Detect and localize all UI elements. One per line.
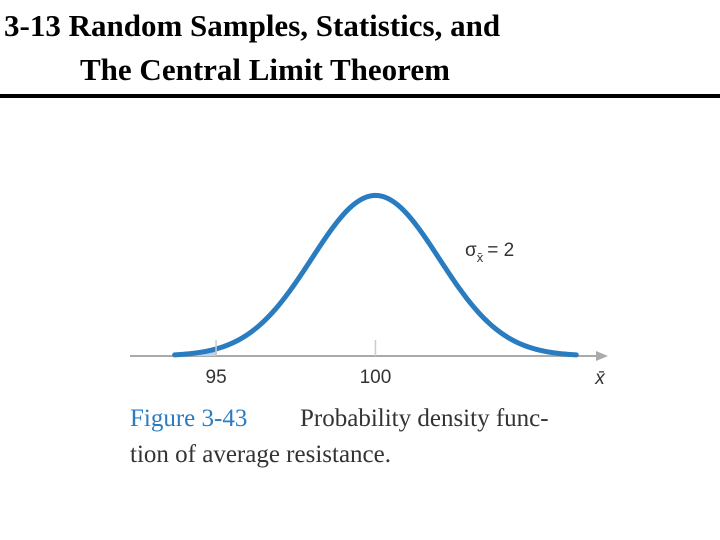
x-tick-label: 95 [206, 367, 227, 388]
slide-title: The Central Limit Theorem [80, 52, 450, 87]
caption-text: tion of average resistance. [130, 441, 391, 468]
sigma-symbol: σ [465, 240, 477, 261]
sigma-annotation: σx̄ = 2 [465, 240, 514, 265]
x-tick-label: 100 [360, 367, 392, 388]
x-axis-label: x̄ [594, 368, 606, 389]
caption-text: Probability density func- [300, 405, 549, 432]
slide-title: 3-13 Random Samples, Statistics, and [4, 8, 500, 43]
density-curve [172, 192, 579, 358]
caption-label: Figure 3-43 [130, 405, 247, 432]
axis-arrow [596, 351, 608, 361]
sigma-value: = 2 [487, 240, 514, 261]
sigma-subscript: x̄ [477, 250, 484, 265]
